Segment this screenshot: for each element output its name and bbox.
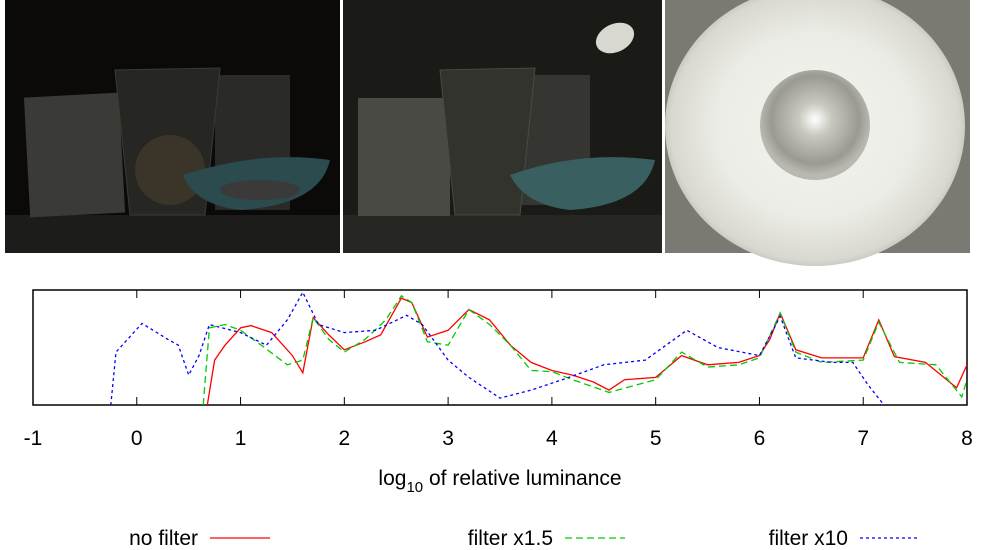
x-tick-label: 1 [235,427,247,450]
photo-bright [665,0,970,266]
series-line [207,298,967,405]
series-line [111,292,884,405]
plot-frame [33,290,967,405]
x-tick-label: 6 [754,427,766,450]
x-axis-label: log10 of relative luminance [378,467,621,496]
x-tick-label: 8 [961,427,973,450]
x-tick-label: 2 [338,427,350,450]
x-tick-label: -1 [24,427,43,450]
x-tick-label: 7 [857,427,869,450]
photo-filter [343,0,662,253]
legend-label: filter x1.5 [468,527,553,550]
x-tick-label: 3 [442,427,454,450]
legend-label: no filter [129,527,198,550]
legend-label: filter x10 [769,527,848,550]
photo-no-filter [5,0,340,253]
series-line [203,296,967,405]
figure: log10 of relative luminance -1 0 1 2 3 4 5 6 7 8 n… [0,0,983,550]
x-label-part: log [378,467,406,490]
x-label-subscript: 10 [406,479,423,496]
x-tick-label: 4 [546,427,558,450]
x-tick-label: 0 [131,427,143,450]
x-tick-label: 5 [650,427,662,450]
x-label-part: of relative luminance [423,467,621,490]
